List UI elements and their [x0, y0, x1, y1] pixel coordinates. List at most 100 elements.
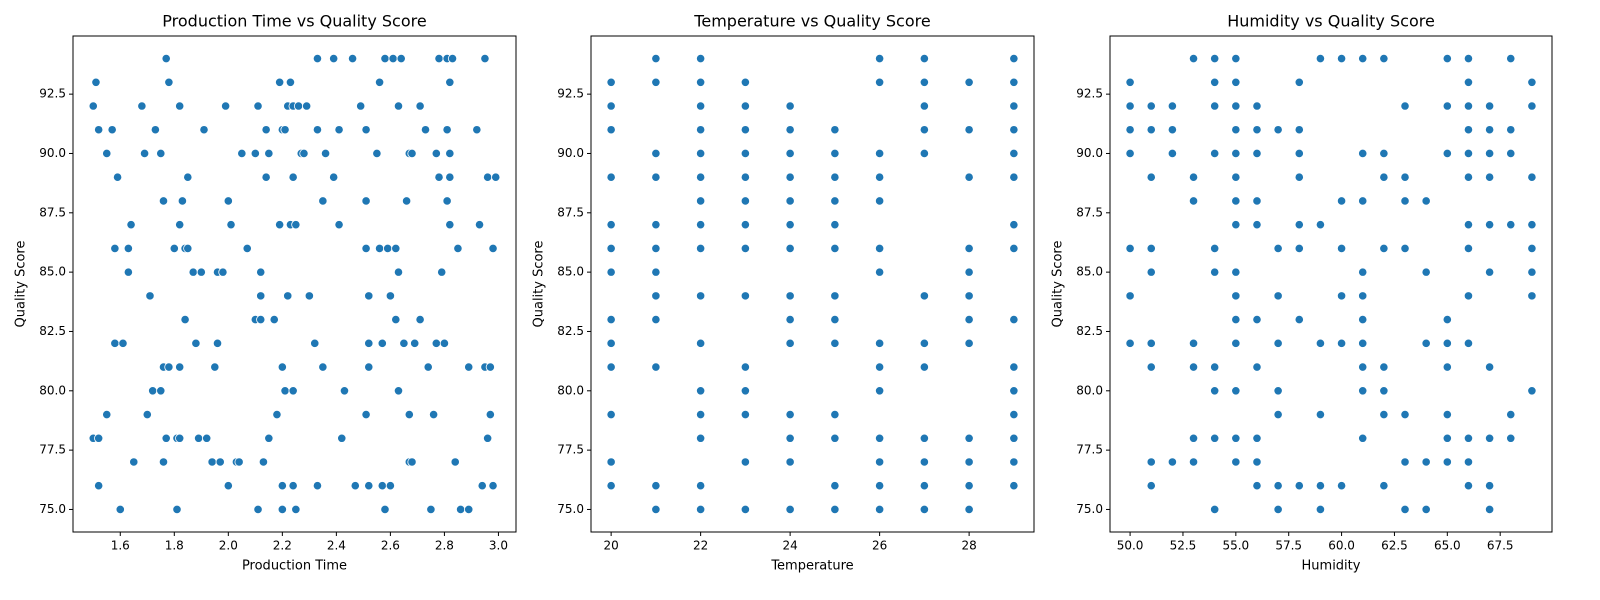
axes-frame [590, 35, 1035, 533]
scatter-point [304, 291, 314, 301]
scatter-point [1210, 433, 1220, 443]
scatter-point [606, 267, 616, 277]
scatter-point [696, 101, 706, 111]
scatter-point [1421, 504, 1431, 515]
scatter-point [785, 314, 795, 325]
scatter-point [175, 362, 185, 372]
scatter-point [785, 196, 795, 206]
scatter-point [1294, 220, 1304, 230]
scatter-point [696, 196, 706, 206]
scatter-point [696, 125, 706, 135]
scatter-point [194, 433, 204, 443]
scatter-point [740, 291, 750, 301]
scatter-point [291, 220, 301, 230]
scatter-point [1379, 362, 1389, 372]
scatter-point [1485, 362, 1495, 372]
scatter-point [110, 338, 120, 348]
scatter-point [480, 53, 490, 64]
scatter-point [696, 220, 706, 230]
scatter-point [875, 481, 885, 491]
scatter-point [431, 338, 441, 348]
scatter-point [164, 77, 174, 87]
scatter-point [318, 362, 328, 372]
scatter-point [785, 243, 795, 254]
scatter-point [1400, 243, 1410, 254]
scatter-point [830, 148, 840, 159]
scatter-point [337, 433, 347, 443]
scatter-point [606, 362, 616, 372]
scatter-point [1463, 338, 1474, 348]
scatter-point [875, 172, 885, 182]
scatter-point [485, 362, 495, 372]
scatter-point [191, 338, 201, 348]
scatter-point [1485, 481, 1495, 491]
scatter-point [361, 409, 371, 420]
scatter-point [402, 196, 412, 206]
scatter-point [364, 291, 374, 301]
scatter-point [651, 243, 661, 254]
scatter-point [1442, 338, 1452, 348]
scatter-point [399, 338, 409, 348]
scatter-point [464, 504, 474, 515]
scatter-point [1009, 172, 1019, 182]
scatter-point [269, 314, 279, 325]
x-tick-label: 67.5 [1487, 539, 1514, 553]
scatter-point [483, 433, 493, 443]
scatter-point [1294, 314, 1304, 325]
scatter-point [1188, 338, 1199, 348]
scatter-point [212, 338, 223, 348]
scatter-point [450, 457, 460, 467]
scatter-point [919, 457, 929, 467]
scatter-point [1210, 148, 1220, 159]
scatter-point [1527, 172, 1537, 182]
scatter-point [234, 457, 244, 467]
scatter-point [964, 77, 974, 87]
scatter-point [785, 148, 795, 159]
scatter-point [1252, 481, 1262, 491]
x-tick-label: 60.0 [1328, 539, 1355, 553]
y-tick-label: 82.5 [557, 324, 584, 338]
scatter-point [407, 148, 417, 159]
scatter-point [223, 196, 233, 206]
y-tick-label: 90.0 [557, 146, 584, 160]
scatter-point [1527, 243, 1537, 254]
scatter-point [277, 481, 287, 491]
scatter-point [261, 172, 271, 182]
scatter-point [1506, 53, 1516, 64]
scatter-point [1527, 386, 1537, 396]
scatter-point [1009, 53, 1019, 64]
scatter-point [256, 314, 266, 325]
scatter-point [830, 196, 840, 206]
scatter-point [1210, 77, 1220, 87]
scatter-point [1231, 196, 1241, 206]
scatter-point [329, 172, 339, 182]
scatter-point [1485, 125, 1495, 135]
scatter-point [875, 267, 885, 277]
scatter-point [477, 481, 487, 491]
scatter-point [415, 314, 425, 325]
scatter-point [1400, 172, 1410, 182]
scatter-point [123, 243, 133, 254]
scatter-point [1231, 433, 1241, 443]
scatter-point [334, 125, 344, 135]
scatter-point [606, 220, 616, 230]
scatter-point [740, 457, 750, 467]
x-tick-label: 2.2 [273, 539, 292, 553]
scatter-point [919, 504, 929, 515]
scatter-point [1146, 101, 1156, 111]
scatter-point [1231, 53, 1241, 64]
scatter-point [919, 481, 929, 491]
scatter-point [453, 243, 463, 254]
scatter-point [1009, 433, 1019, 443]
scatter-point [1125, 101, 1135, 111]
scatter-point [442, 196, 452, 206]
scatter-point [785, 172, 795, 182]
scatter-point [830, 125, 840, 135]
scatter-point [1167, 101, 1177, 111]
scatter-point [264, 148, 274, 159]
scatter-point [696, 338, 706, 348]
scatter-point [1463, 291, 1474, 301]
subplot-title: Humidity vs Quality Score [1227, 12, 1435, 31]
scatter-point [651, 314, 661, 325]
x-tick-label: 3.0 [489, 539, 508, 553]
